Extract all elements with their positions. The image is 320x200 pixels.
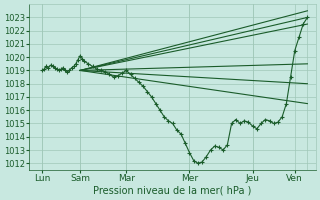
- X-axis label: Pression niveau de la mer( hPa ): Pression niveau de la mer( hPa ): [93, 186, 252, 196]
